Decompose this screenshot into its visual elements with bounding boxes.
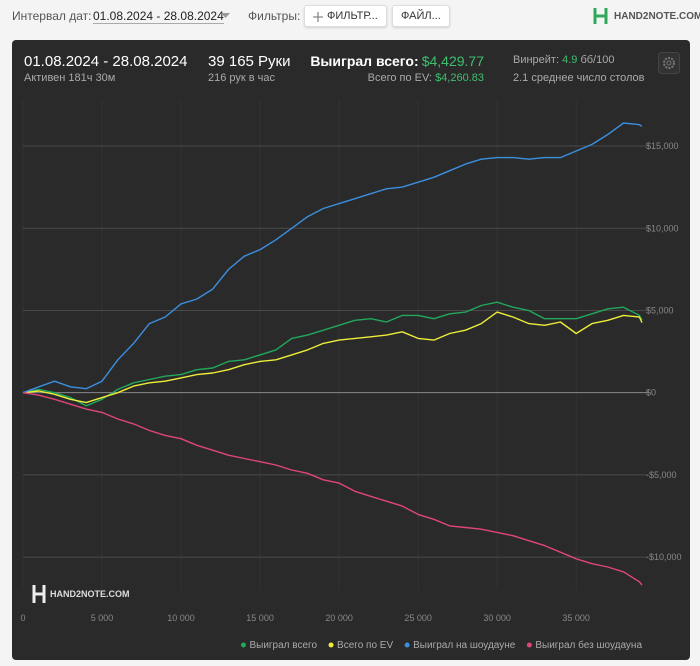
date-value[interactable]: 01.08.2024 - 28.08.2024 xyxy=(93,9,224,24)
legend-marker xyxy=(328,642,334,648)
series-line xyxy=(22,311,643,404)
legend-label: Выиграл всего xyxy=(249,640,317,651)
tables: 2.1 среднее число столов xyxy=(513,72,645,84)
period: 01.08.2024 - 28.08.2024 xyxy=(24,53,188,70)
watermark: HAND2NOTE.COM xyxy=(50,589,130,599)
x-tick-label: 10 000 xyxy=(167,613,195,623)
graph-panel: 01.08.2024 - 28.08.2024 Активен 181ч 30м… xyxy=(12,40,690,660)
file-button[interactable]: ФАЙЛ... xyxy=(392,5,450,27)
date-label: Интервал дат: xyxy=(12,9,92,23)
series-line xyxy=(22,301,643,407)
y-tick-label: -$5,000 xyxy=(646,470,677,480)
watermark-icon xyxy=(32,585,46,603)
legend-label: Выиграл на шоудауне xyxy=(413,640,516,651)
hands-per-hour: 216 рук в час xyxy=(208,72,276,84)
series-line xyxy=(22,392,643,586)
x-tick-label: 5 000 xyxy=(91,613,114,623)
logo-icon xyxy=(593,8,608,24)
filter-button-text: ФИЛЬТР... xyxy=(327,10,378,22)
y-tick-label: $5,000 xyxy=(646,305,674,315)
winrate-label: Винрейт: xyxy=(513,54,560,66)
legend-marker xyxy=(404,642,410,648)
x-tick-label: 25 000 xyxy=(404,613,432,623)
chart: HAND2NOTE.COM 0 5 000 10 000 15 000 20 000 25… xyxy=(20,100,682,651)
hands: 39 165 Руки xyxy=(208,53,291,70)
settings-button[interactable] xyxy=(658,52,680,74)
winrate-value: 4.9 xyxy=(562,54,578,66)
legend-label: Всего по EV xyxy=(337,640,393,651)
won-value: $4,429.77 xyxy=(421,53,484,69)
won-label: Выиграл всего: xyxy=(310,53,419,69)
y-tick-label: $0 xyxy=(646,388,656,398)
logo: HAND2NOTE.COM xyxy=(614,11,700,22)
x-tick-label: 30 000 xyxy=(483,613,511,623)
y-tick-label: -$10,000 xyxy=(646,552,682,562)
legend-label: Выиграл без шоудауна xyxy=(535,639,642,651)
filter-button[interactable]: ФИЛЬТР... xyxy=(304,5,387,27)
legend-marker xyxy=(240,642,246,648)
x-tick-label: 20 000 xyxy=(325,613,353,623)
series-line xyxy=(22,122,643,394)
winrate-unit: бб/100 xyxy=(580,54,615,66)
legend-marker xyxy=(526,642,532,648)
x-tick-label: 15 000 xyxy=(246,613,274,623)
filters-label: Фильтры: xyxy=(248,9,301,23)
x-tick-label: 35 000 xyxy=(562,613,590,623)
y-tick-label: $15,000 xyxy=(646,141,679,151)
y-tick-label: $10,000 xyxy=(646,223,679,233)
x-tick-label: 0 xyxy=(20,613,25,623)
ev-label: Всего по EV: xyxy=(367,72,432,84)
dropdown-arrow[interactable] xyxy=(221,13,230,19)
active-time: Активен 181ч 30м xyxy=(24,72,116,84)
ev-value: $4,260.83 xyxy=(435,72,484,84)
